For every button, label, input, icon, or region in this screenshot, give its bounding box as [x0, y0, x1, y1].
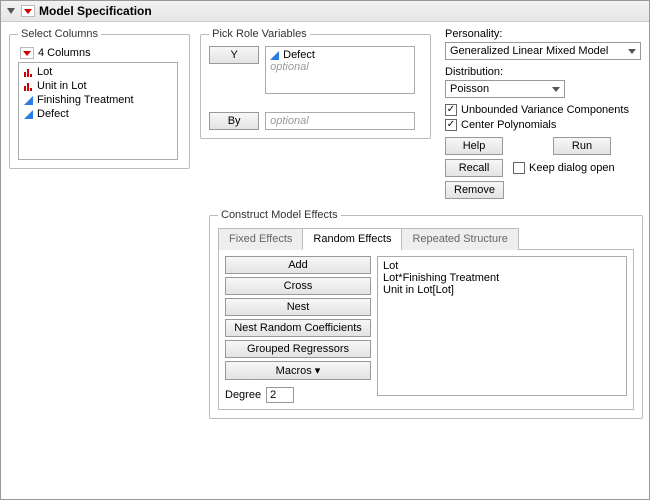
y-role-box[interactable]: Defect optional	[265, 46, 415, 94]
by-placeholder: optional	[270, 115, 309, 127]
model-spec-window: Model Specification Select Columns 4 Col…	[0, 0, 650, 500]
keep-open-label: Keep dialog open	[529, 162, 615, 174]
distribution-select[interactable]: Poisson	[445, 80, 565, 98]
nest-button[interactable]: Nest	[225, 298, 371, 316]
construct-legend: Construct Model Effects	[218, 209, 341, 221]
keep-open-row[interactable]: Keep dialog open	[513, 162, 615, 174]
remove-button[interactable]: Remove	[445, 181, 504, 199]
y-placeholder: optional	[270, 61, 410, 73]
unbounded-checkbox[interactable]	[445, 104, 457, 116]
list-item-label: Defect	[37, 108, 69, 120]
list-item-label: Unit in Lot	[37, 80, 87, 92]
list-item[interactable]: Unit in Lot[Lot]	[383, 284, 621, 296]
keep-open-checkbox[interactable]	[513, 162, 525, 174]
center-label: Center Polynomials	[461, 119, 556, 131]
tabs: Fixed Effects Random Effects Repeated St…	[218, 227, 634, 250]
unbounded-checkbox-row[interactable]: Unbounded Variance Components	[445, 104, 641, 116]
distribution-value: Poisson	[450, 83, 489, 95]
effect-buttons: Add Cross Nest Nest Random Coefficients …	[225, 256, 371, 403]
columns-menu-icon[interactable]	[20, 47, 34, 59]
recall-button[interactable]: Recall	[445, 159, 503, 177]
list-item[interactable]: Unit in Lot	[21, 79, 175, 93]
list-item[interactable]: Finishing Treatment	[21, 93, 175, 107]
red-triangle-menu[interactable]	[21, 5, 35, 17]
disclosure-icon[interactable]	[7, 8, 15, 14]
run-button[interactable]: Run	[553, 137, 611, 155]
list-item[interactable]: Defect	[21, 107, 175, 121]
y-button[interactable]: Y	[209, 46, 259, 64]
columns-count-row[interactable]: 4 Columns	[18, 46, 181, 62]
personality-label: Personality:	[445, 28, 641, 40]
effects-listbox[interactable]: Lot Lot*Finishing Treatment Unit in Lot[…	[377, 256, 627, 396]
unbounded-label: Unbounded Variance Components	[461, 104, 629, 116]
macros-button[interactable]: Macros ▾	[225, 361, 371, 380]
tri-blue-icon	[23, 110, 33, 119]
content-area: Select Columns 4 Columns Lot Unit in Lot	[1, 22, 649, 425]
grouped-regressors-button[interactable]: Grouped Regressors	[225, 340, 371, 358]
titlebar: Model Specification	[1, 1, 649, 22]
add-button[interactable]: Add	[225, 256, 371, 274]
tab-fixed-effects[interactable]: Fixed Effects	[218, 228, 303, 250]
list-item-label: Lot	[37, 66, 52, 78]
by-role-box[interactable]: optional	[265, 112, 415, 130]
columns-count-label: 4 Columns	[38, 47, 91, 59]
window-title: Model Specification	[39, 4, 152, 18]
list-item[interactable]: Lot*Finishing Treatment	[383, 272, 621, 284]
bars-red-icon	[23, 68, 33, 77]
personality-select[interactable]: Generalized Linear Mixed Model	[445, 42, 641, 60]
select-columns-legend: Select Columns	[18, 28, 101, 40]
construct-fieldset: Construct Model Effects Fixed Effects Ra…	[209, 209, 643, 419]
chevron-down-icon	[628, 49, 636, 54]
list-item[interactable]: Lot	[383, 260, 621, 272]
tab-random-effects[interactable]: Random Effects	[302, 228, 402, 250]
help-button[interactable]: Help	[445, 137, 503, 155]
nest-random-coef-button[interactable]: Nest Random Coefficients	[225, 319, 371, 337]
by-button[interactable]: By	[209, 112, 259, 130]
degree-input[interactable]: 2	[266, 387, 294, 403]
role-vars-fieldset: Pick Role Variables Y Defect optional By	[200, 28, 431, 139]
tri-blue-icon	[270, 51, 279, 60]
center-checkbox-row[interactable]: Center Polynomials	[445, 119, 641, 131]
personality-value: Generalized Linear Mixed Model	[450, 45, 608, 57]
tab-body: Add Cross Nest Nest Random Coefficients …	[218, 250, 634, 410]
select-columns-fieldset: Select Columns 4 Columns Lot Unit in Lot	[9, 28, 190, 169]
role-vars-legend: Pick Role Variables	[209, 28, 310, 40]
tri-blue-icon	[23, 96, 33, 105]
distribution-label: Distribution:	[445, 66, 641, 78]
list-item-label: Finishing Treatment	[37, 94, 134, 106]
list-item[interactable]: Lot	[21, 65, 175, 79]
degree-label: Degree	[225, 389, 261, 401]
center-checkbox[interactable]	[445, 119, 457, 131]
columns-listbox[interactable]: Lot Unit in Lot Finishing Treatment Defe…	[18, 62, 178, 160]
chevron-down-icon	[552, 87, 560, 92]
right-column: Personality: Generalized Linear Mixed Mo…	[441, 28, 641, 199]
tab-repeated-structure[interactable]: Repeated Structure	[401, 228, 518, 250]
cross-button[interactable]: Cross	[225, 277, 371, 295]
bars-red-icon	[23, 82, 33, 91]
y-value-label: Defect	[283, 49, 315, 61]
